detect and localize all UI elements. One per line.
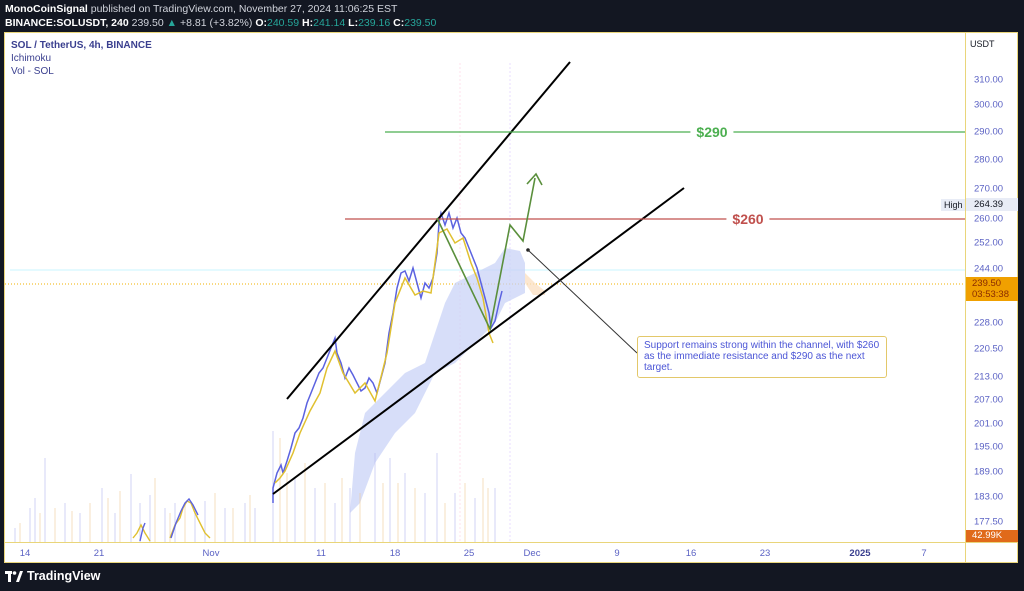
price-change: +8.81 (+3.82%) [180, 17, 253, 29]
current-price-value: 239.50 [972, 278, 1002, 289]
price-tick: 280.00 [974, 154, 1004, 166]
low-label: L: [348, 17, 359, 29]
up-triangle-icon: ▲ [166, 17, 178, 29]
legend-ichimoku[interactable]: Ichimoku [11, 53, 52, 64]
symbol-label: BINANCE:SOLUSDT, 240 [5, 17, 129, 29]
time-tick: 9 [614, 548, 620, 559]
price-tick: 207.00 [974, 394, 1004, 406]
publish-header: MonoCoinSignal published on TradingView.… [0, 0, 1024, 32]
brand-name: TradingView [27, 569, 101, 583]
price-tick: 290.00 [974, 126, 1004, 138]
price-axis[interactable]: USDT 310.00 300.00 290.00 280.00 270.00 … [965, 33, 1018, 542]
currency-label[interactable]: USDT [970, 39, 995, 49]
time-tick: 21 [93, 548, 105, 559]
legend-symbol[interactable]: SOL / TetherUS, 4h, BINANCE [11, 40, 152, 51]
high-price-badge: 264.39 [966, 198, 1018, 211]
bar-countdown: 03:53:38 [972, 289, 1009, 300]
legend-volume[interactable]: Vol - SOL [11, 66, 54, 77]
footer: TradingView [0, 565, 1024, 591]
price-tick: 189.00 [974, 466, 1004, 478]
resistance-260-label[interactable]: $260 [726, 211, 770, 227]
price-tick: 252.00 [974, 237, 1004, 249]
ohlc-bar: BINANCE:SOLUSDT, 240 239.50 ▲ +8.81 (+3.… [5, 16, 1019, 30]
time-tick: 23 [759, 548, 771, 559]
time-tick: 18 [389, 548, 401, 559]
volume-badge: 42.99K [966, 530, 1018, 542]
current-price-badge: 239.50 03:53:38 [966, 277, 1018, 301]
ichimoku-cloud [350, 248, 525, 513]
price-tick: 228.00 [974, 317, 1004, 329]
time-tick: 14 [19, 548, 31, 559]
tradingview-logo[interactable]: TradingView [5, 569, 100, 583]
price-tick: 201.00 [974, 418, 1004, 430]
price-tick: 260.00 [974, 213, 1004, 225]
channel-upper-line [286, 61, 571, 400]
close-value: 239.50 [404, 17, 437, 29]
tradingview-logo-icon [5, 570, 23, 582]
last-price: 239.50 [131, 17, 164, 29]
time-tick: Dec [523, 548, 541, 559]
low-value: 239.16 [358, 17, 391, 29]
ichimoku-cloud-future [525, 273, 545, 295]
open-value: 240.59 [266, 17, 300, 29]
chart-frame: $290 $260 SOL / TetherUS, 4h, BINANCE Ic… [4, 32, 1018, 563]
chart-pane[interactable]: $290 $260 SOL / TetherUS, 4h, BINANCE Ic… [5, 33, 965, 542]
channel-lower-line [272, 187, 685, 495]
price-tick: 270.00 [974, 183, 1004, 195]
price-candles [272, 210, 503, 503]
price-tick: 177.50 [974, 516, 1004, 528]
time-tick-year: 2025 [849, 548, 871, 559]
callout-leader-line [527, 249, 638, 354]
time-tick: 16 [685, 548, 697, 559]
author-name[interactable]: MonoCoinSignal [5, 3, 88, 15]
price-tick: 300.00 [974, 99, 1004, 111]
high-label: H: [302, 17, 314, 29]
publish-info: MonoCoinSignal published on TradingView.… [5, 3, 1019, 16]
price-tick: 213.00 [974, 371, 1004, 383]
early-candles [132, 497, 211, 542]
price-tick: 310.00 [974, 74, 1004, 86]
price-tick: 183.00 [974, 491, 1004, 503]
analysis-callout[interactable]: Support remains strong within the channe… [637, 336, 887, 378]
time-tick: 11 [316, 548, 326, 559]
time-tick: 25 [463, 548, 475, 559]
target-290-label[interactable]: $290 [690, 124, 734, 140]
high-value: 241.14 [313, 17, 346, 29]
high-marker-label: High [941, 199, 965, 211]
open-label: O: [255, 17, 267, 29]
close-label: C: [393, 17, 405, 29]
chart-canvas [5, 61, 965, 542]
arrow-up-icon [526, 172, 543, 186]
volume-bars [14, 431, 496, 542]
time-axis[interactable]: 14 21 Nov 11 18 25 Dec 9 16 23 2025 7 [5, 542, 965, 562]
price-tick: 220.50 [974, 343, 1004, 355]
price-tick: 244.00 [974, 263, 1004, 275]
projection-path [436, 177, 536, 332]
chart-legend: SOL / TetherUS, 4h, BINANCE Ichimoku Vol… [11, 39, 152, 78]
time-tick: Nov [202, 548, 220, 559]
price-tick: 195.00 [974, 441, 1004, 453]
time-tick: 7 [921, 548, 927, 559]
published-text: published on TradingView.com, November 2… [90, 3, 398, 15]
axis-corner[interactable] [965, 542, 1017, 562]
